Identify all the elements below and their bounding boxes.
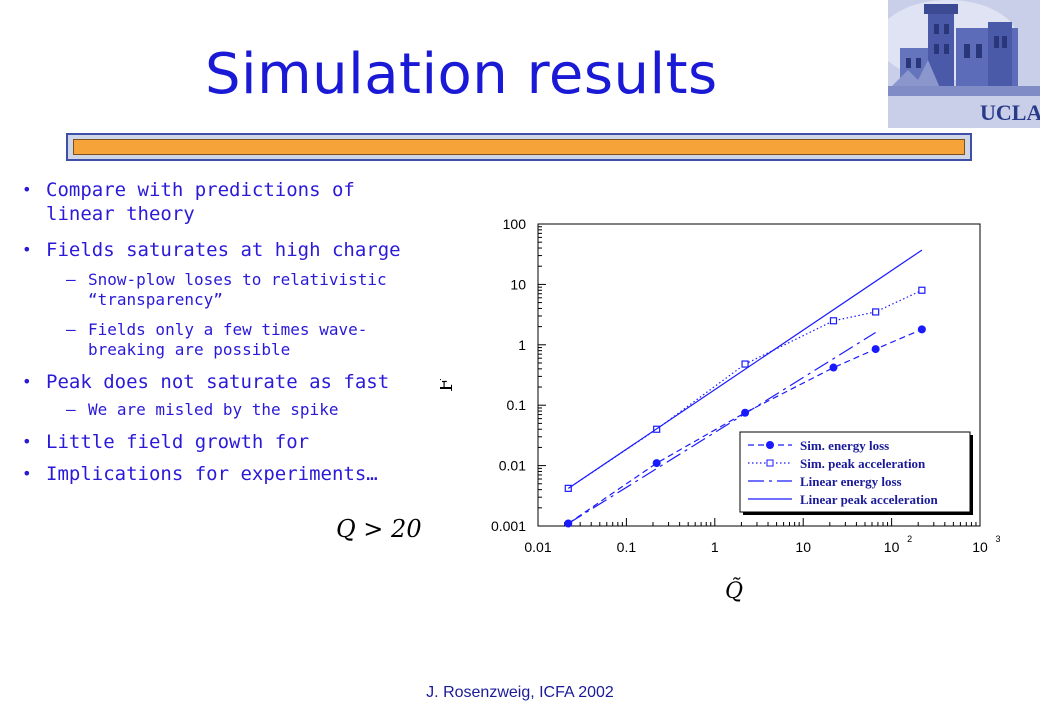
bullet-item: Fields saturates at high charge	[22, 238, 452, 262]
data-point	[829, 363, 838, 372]
sub-bullet-line: Fields only a few times wave-	[88, 320, 368, 339]
data-point	[829, 317, 838, 325]
bullet-list: Compare with predictions of linear theor…	[22, 178, 452, 498]
ucla-logo: UCLA	[888, 0, 1040, 128]
bullet-line: Fields saturates at high charge	[46, 239, 401, 261]
x-tick-exponent: 3	[995, 534, 1000, 544]
bullet-line: Little field growth for	[46, 431, 310, 453]
sub-bullet-item: We are misled by the spike	[22, 400, 452, 420]
simulation-chart: 0.001 0.01 0.1 1 10 100 0.01 0.1 1 10 10 2 10 3 Q̃ F̃ S…	[440, 216, 1000, 604]
condition-expression: Q > 20	[336, 515, 422, 543]
data-point	[871, 345, 880, 354]
y-tick-label: 0.001	[491, 518, 526, 534]
sub-bullet-item: Fields only a few times wave- breaking a…	[22, 320, 452, 360]
y-tick-label: 0.1	[507, 397, 527, 413]
y-tick-label: 100	[503, 216, 527, 232]
title-divider-bar	[66, 133, 972, 161]
data-point	[918, 286, 926, 294]
series-sim-energy-loss-line	[567, 328, 923, 524]
data-point	[564, 484, 572, 492]
bullet-line: Compare with predictions of	[46, 179, 355, 201]
legend-swatch-marker	[766, 459, 774, 467]
legend-entry-label: Linear peak acceleration	[800, 492, 938, 507]
y-tick-label: 10	[510, 276, 526, 292]
x-tick-label: 10	[972, 539, 988, 555]
legend-entry-label: Sim. energy loss	[800, 438, 889, 453]
legend-entry-label: Linear energy loss	[800, 474, 902, 489]
series-linear-peak-acceleration-line	[567, 249, 923, 489]
title-divider-bar-fill	[73, 139, 965, 155]
data-point	[917, 325, 926, 334]
y-tick-label: 1	[518, 337, 526, 353]
x-tick-label: 10	[884, 539, 900, 555]
x-axis-label: Q̃	[725, 578, 743, 604]
bullet-line: linear theory	[46, 203, 195, 225]
bullet-item: Little field growth for	[22, 430, 452, 454]
bullet-item: Implications for experiments…	[22, 462, 452, 486]
plot-frame	[537, 223, 981, 527]
y-axis-label: F̃	[440, 378, 457, 392]
sub-bullet-line: Snow-plow loses to relativistic	[88, 270, 387, 289]
y-tick-label: 0.01	[499, 458, 526, 474]
x-tick-label: 10	[795, 539, 811, 555]
sub-bullet-item: Snow-plow loses to relativistic “transpa…	[22, 270, 452, 310]
legend-entry-label: Sim. peak acceleration	[800, 456, 926, 471]
series-linear-energy-loss-line	[567, 331, 876, 525]
data-point	[564, 519, 573, 528]
bullet-item: Peak does not saturate as fast	[22, 370, 452, 394]
data-point	[872, 308, 880, 316]
bullet-item: Compare with predictions of linear theor…	[22, 178, 452, 226]
slide-title: Simulation results	[205, 42, 718, 107]
data-point	[741, 360, 749, 368]
data-point	[652, 459, 661, 468]
x-tick-label: 0.1	[617, 539, 637, 555]
x-tick-exponent: 2	[907, 534, 912, 544]
x-tick-label: 0.01	[524, 539, 551, 555]
legend-swatch-marker	[766, 441, 774, 449]
sub-bullet-line: “transparency”	[88, 290, 223, 309]
bullet-line: Peak does not saturate as fast	[46, 371, 390, 393]
footer-credit: J. Rosenzweig, ICFA 2002	[426, 684, 614, 701]
sub-bullet-line: breaking are possible	[88, 340, 291, 359]
bullet-line: Implications for experiments…	[46, 463, 378, 485]
sub-bullet-line: We are misled by the spike	[88, 400, 339, 419]
ucla-logo-text: UCLA	[980, 100, 1040, 125]
x-tick-label: 1	[711, 539, 719, 555]
